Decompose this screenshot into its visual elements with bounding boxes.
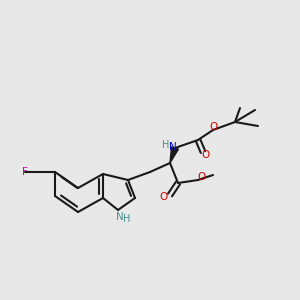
- Text: O: O: [209, 122, 217, 132]
- Text: F: F: [22, 167, 28, 177]
- Text: H: H: [123, 214, 130, 224]
- Text: O: O: [197, 172, 205, 182]
- Text: O: O: [160, 192, 168, 203]
- Text: N: N: [169, 142, 176, 152]
- Text: H: H: [162, 140, 170, 150]
- Polygon shape: [170, 147, 178, 163]
- Text: O: O: [202, 150, 210, 160]
- Text: N: N: [116, 212, 123, 222]
